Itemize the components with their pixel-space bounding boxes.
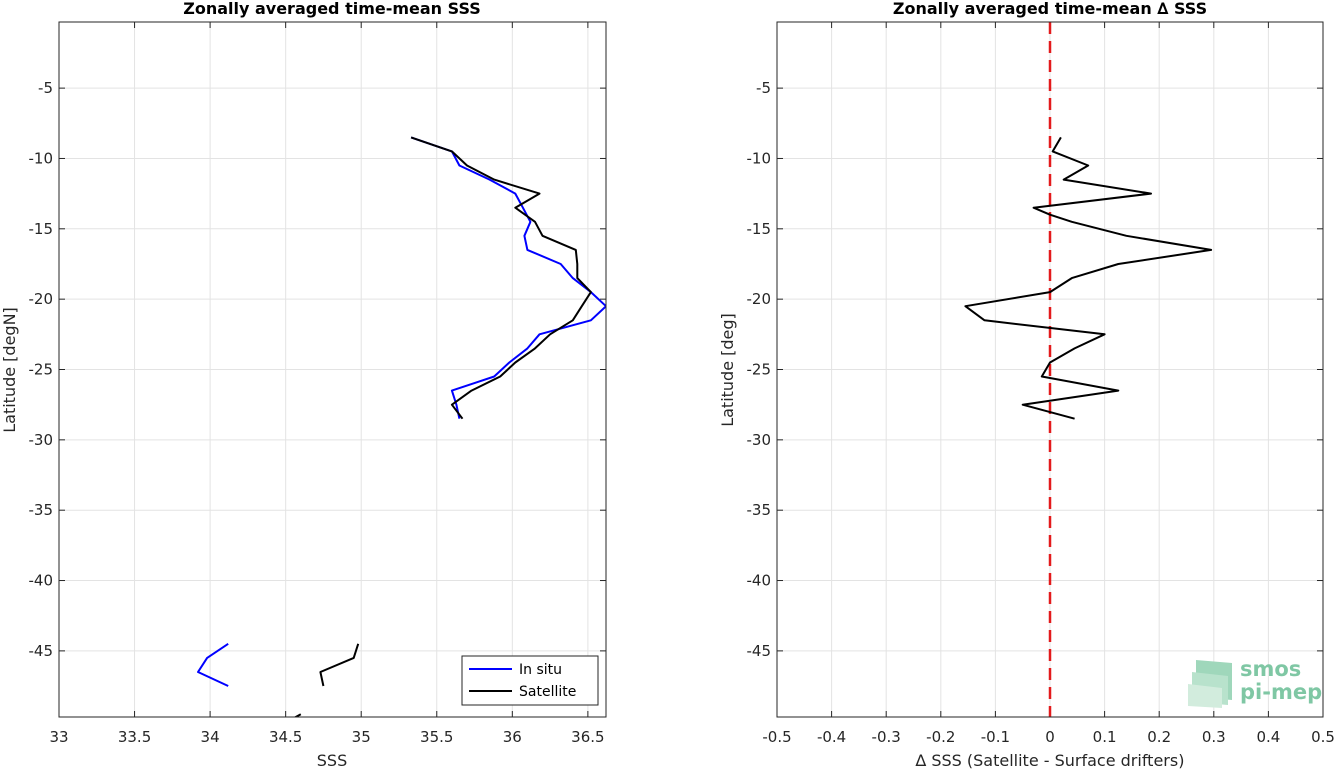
panel-right: -0.5 -0.4 -0.3 -0.2 -0.1 0 0.1 0.2 0.3 0.4 0.5 -45 -… — [718, 0, 1335, 769]
x-tick-label: 34.5 — [269, 728, 302, 746]
y-tick-label: -10 — [747, 149, 772, 167]
x-tick-label: -0.5 — [762, 728, 791, 746]
y-tick-label: -35 — [29, 501, 54, 519]
axes-frame — [58, 21, 607, 718]
x-tick-label: 0.1 — [1093, 728, 1117, 746]
y-tick-label: -45 — [29, 642, 54, 660]
y-tick-label: -40 — [747, 572, 772, 590]
x-tick-label: 35.5 — [420, 728, 453, 746]
x-tick-label: 0.5 — [1311, 728, 1335, 746]
y-tick-label: -45 — [747, 642, 772, 660]
x-tick-label: -0.2 — [926, 728, 955, 746]
x-tick-label: -0.3 — [872, 728, 901, 746]
x-axis-label: ∆ SSS (Satellite - Surface drifters) — [915, 751, 1185, 769]
y-tick-label: -25 — [747, 361, 772, 379]
x-tick-label: 33.5 — [118, 728, 151, 746]
legend-label-satellite: Satellite — [519, 684, 576, 700]
series-line-satellite — [319, 643, 360, 687]
x-tick-label: 0.4 — [1256, 728, 1280, 746]
legend: In situ Satellite — [461, 655, 599, 706]
y-tick-label: -40 — [29, 572, 54, 590]
x-tick-label: 35 — [352, 728, 371, 746]
series-line-in-situ — [410, 136, 606, 419]
y-tick-label: -10 — [29, 149, 54, 167]
y-tick-label: -15 — [29, 220, 54, 238]
y-tick-label: -35 — [747, 501, 772, 519]
smos-pimep-logo: smos pi-mep — [1188, 657, 1322, 708]
y-axis-label: Latitude [deg] — [718, 313, 737, 427]
x-axis-label: SSS — [317, 751, 347, 769]
y-tick-label: -15 — [747, 220, 772, 238]
logo-waves-icon — [1188, 660, 1232, 708]
series-line-in-situ — [197, 642, 229, 687]
legend-box — [461, 655, 599, 706]
axes-frame — [776, 21, 1324, 718]
x-tick-label: 36.5 — [571, 728, 604, 746]
x-tick-label: -0.4 — [817, 728, 846, 746]
series-line-satellite — [410, 136, 592, 420]
panel-left: 33 33.5 34 34.5 35 35.5 36 36.5 -45 -40 -35 -30 -25 -… — [0, 0, 607, 769]
series-lines — [964, 136, 1213, 420]
series-line-delta-sss — [964, 136, 1213, 420]
logo-text-pi-mep: pi-mep — [1240, 680, 1322, 704]
x-tick-label: 33 — [49, 728, 68, 746]
y-tick-label: -5 — [756, 79, 771, 97]
chart-title: Zonally averaged time-mean ∆ SSS — [893, 0, 1207, 18]
x-tick-label: -0.1 — [981, 728, 1010, 746]
x-tick-label: 0.2 — [1147, 728, 1171, 746]
series-line-satellite — [293, 713, 302, 717]
series-lines — [197, 136, 606, 717]
legend-label-in-situ: In situ — [519, 662, 562, 678]
x-tick-label: 36 — [503, 728, 522, 746]
tick-labels: 33 33.5 34 34.5 35 35.5 36 36.5 -45 -40 -35 -30 -25 -… — [29, 22, 606, 746]
y-tick-label: -20 — [747, 290, 772, 308]
y-tick-label: -25 — [29, 361, 54, 379]
x-tick-label: 34 — [201, 728, 220, 746]
y-tick-label: -5 — [38, 79, 53, 97]
y-tick-label: -20 — [29, 290, 54, 308]
logo-text-smos: smos — [1240, 657, 1301, 681]
grid — [58, 22, 606, 717]
y-tick-label: -30 — [747, 431, 772, 449]
y-axis-label: Latitude [degN] — [0, 307, 19, 433]
x-tick-label: 0.3 — [1202, 728, 1226, 746]
y-tick-label: -30 — [29, 431, 54, 449]
chart-title: Zonally averaged time-mean SSS — [183, 0, 481, 18]
x-tick-label: 0 — [1045, 728, 1055, 746]
